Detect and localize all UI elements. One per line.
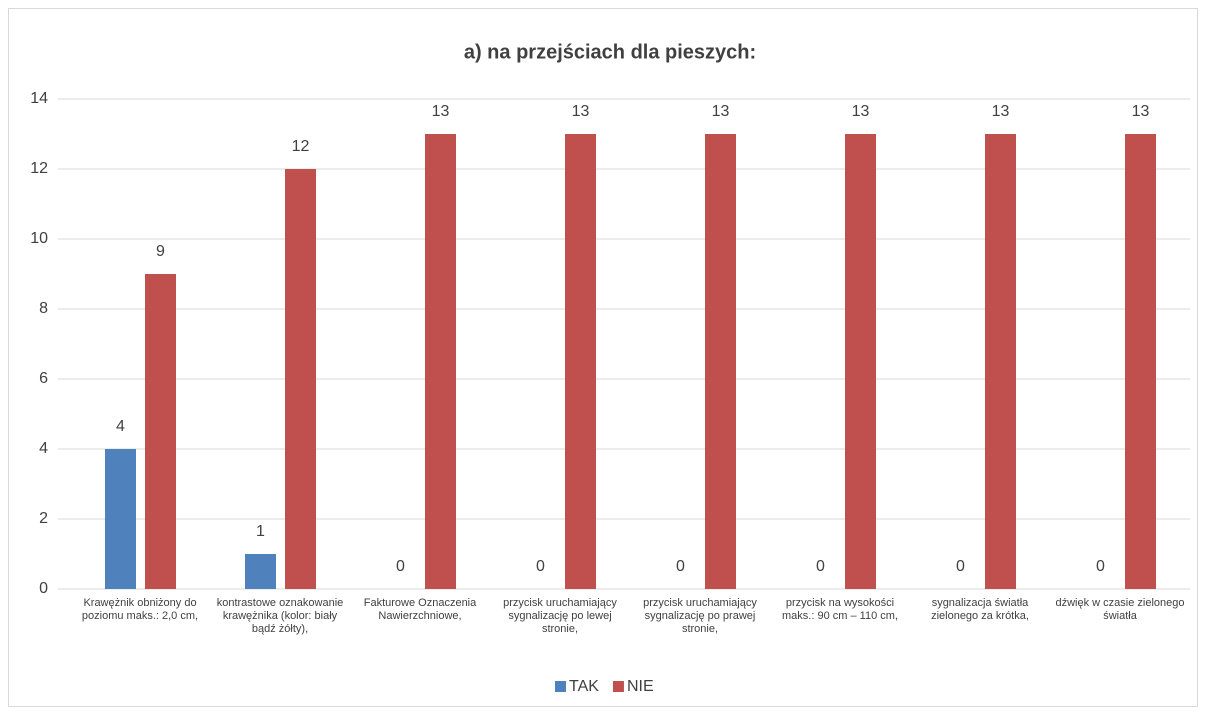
x-tick-label-box: przycisk uruchamiający sygnalizację po l… <box>503 597 617 635</box>
y-tick-label: 2 <box>39 510 48 527</box>
data-label: 13 <box>1132 103 1150 120</box>
y-tick-label: 4 <box>39 440 48 457</box>
bar <box>245 554 276 589</box>
x-tick-label: Fakturowe Oznaczenia Nawierzchniowe, <box>363 597 477 622</box>
x-tick-label-box: sygnalizacja światła zielonego za krótka… <box>931 597 1029 622</box>
data-label: 13 <box>992 103 1010 120</box>
legend-label: NIE <box>627 678 654 695</box>
data-label: 0 <box>816 558 825 575</box>
bar <box>985 134 1016 589</box>
x-tick-label-box: przycisk na wysokości maks.: 90 cm – 110… <box>782 597 898 622</box>
y-tick-label: 14 <box>30 90 48 107</box>
x-tick-label: dźwięk w czasie zielonego światła <box>1055 597 1185 622</box>
x-tick-label-box: przycisk uruchamiający sygnalizację po p… <box>643 597 757 635</box>
bar <box>1125 134 1156 589</box>
legend-swatch <box>555 681 566 692</box>
data-label: 13 <box>572 103 590 120</box>
x-tick-label: przycisk uruchamiający sygnalizację po l… <box>503 597 617 635</box>
y-tick-label: 12 <box>30 160 48 177</box>
bar <box>845 134 876 589</box>
data-label: 0 <box>956 558 965 575</box>
data-label: 12 <box>292 138 310 155</box>
x-tick-label: przycisk uruchamiający sygnalizację po p… <box>643 597 757 635</box>
y-tick-label: 8 <box>39 300 48 317</box>
legend-swatch <box>612 681 624 692</box>
x-tick-label-box: kontrastowe oznakowanie krawężnika (kolo… <box>216 597 344 635</box>
data-label: 0 <box>1096 558 1105 575</box>
data-label: 4 <box>116 418 125 435</box>
data-label: 13 <box>852 103 870 120</box>
bar <box>145 274 176 589</box>
data-label: 0 <box>396 558 405 575</box>
x-tick-label: kontrastowe oznakowanie krawężnika (kolo… <box>216 597 344 635</box>
y-tick-label: 0 <box>39 580 48 597</box>
x-tick-label-box: Krawężnik obniżony do poziomu maks.: 2,0… <box>81 597 199 622</box>
bar <box>705 134 736 589</box>
x-tick-label: przycisk na wysokości maks.: 90 cm – 110… <box>782 597 898 622</box>
x-tick-label: sygnalizacja światła zielonego za krótka… <box>931 597 1029 622</box>
data-label: 13 <box>432 103 450 120</box>
data-label: 1 <box>256 523 265 540</box>
data-label: 13 <box>712 103 730 120</box>
data-label: 0 <box>536 558 545 575</box>
bar <box>565 134 596 589</box>
y-tick-label: 10 <box>30 230 48 247</box>
x-tick-label-box: dźwięk w czasie zielonego światła <box>1055 597 1185 622</box>
x-tick-label: Krawężnik obniżony do poziomu maks.: 2,0… <box>81 597 199 622</box>
bar <box>105 449 136 589</box>
chart-title: a) na przejściach dla pieszych: <box>464 41 756 63</box>
bar <box>285 169 316 589</box>
data-label: 9 <box>156 243 165 260</box>
bar <box>425 134 456 589</box>
x-tick-label-box: Fakturowe Oznaczenia Nawierzchniowe, <box>363 597 477 622</box>
legend-label: TAK <box>569 678 599 695</box>
data-label: 0 <box>676 558 685 575</box>
y-tick-label: 6 <box>39 370 48 387</box>
